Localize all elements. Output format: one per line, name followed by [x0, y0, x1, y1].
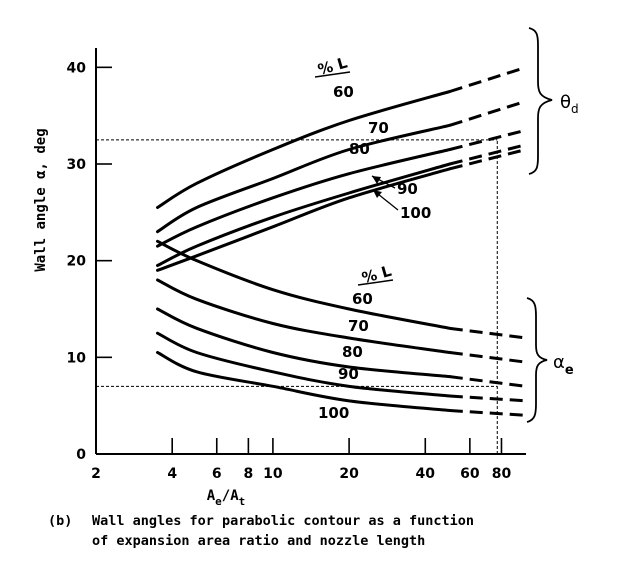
- alpha-label-100: 100: [318, 404, 349, 422]
- leader-100-arrowhead: [373, 190, 382, 198]
- theta-d-curve-100-extension: [449, 148, 527, 171]
- x-tick-label: 80: [492, 466, 512, 482]
- theta-label-60: 60: [333, 83, 354, 101]
- x-axis-title: Ae/At: [207, 488, 246, 508]
- alpha-e-curve-90-extension: [449, 394, 527, 403]
- theta-d-label: θd: [560, 92, 579, 116]
- x-tick-label: 40: [416, 466, 436, 482]
- y-axis-title: Wall angle α, deg: [33, 128, 49, 271]
- x-tick-label: 60: [460, 466, 480, 482]
- theta-d-curve-80: [156, 148, 452, 248]
- alpha-e-curve-60-extension: [449, 326, 527, 340]
- y-tick-label: 0: [76, 447, 86, 463]
- alpha-e-curve-90: [156, 331, 452, 398]
- alpha-pct-l-underline: [357, 279, 394, 286]
- theta-d-curve-90-extension: [449, 143, 527, 166]
- alpha-e-curve-60: [156, 239, 452, 330]
- y-tick-label: 40: [67, 60, 87, 76]
- caption-line-2: of expansion area ratio and nozzle lengt…: [92, 533, 425, 549]
- theta-d-curve-80-extension: [449, 128, 527, 151]
- alpha-e-brace: [526, 297, 548, 423]
- alpha-label-90: 90: [338, 365, 359, 383]
- y-tick-label: 10: [67, 350, 87, 366]
- x-tick-label: 8: [244, 466, 254, 482]
- leader-90-arrowhead: [372, 176, 381, 184]
- x-tick-label: 6: [212, 466, 222, 482]
- alpha-e-curve-100: [156, 351, 452, 412]
- theta-d-curve-60: [156, 90, 452, 209]
- caption-line-1: Wall angles for parabolic contour as a f…: [92, 513, 474, 529]
- theta-label-100: 100: [400, 204, 431, 222]
- theta-d-curve-60-extension: [449, 65, 527, 93]
- axes: 2 4 6 8 10 20 40 60 80 0 10 20 30 40: [67, 48, 526, 482]
- x-tick-label: 4: [167, 466, 177, 482]
- x-tick-label: 2: [91, 466, 101, 482]
- theta-d-curve-70: [156, 123, 452, 234]
- alpha-label-70: 70: [348, 317, 369, 335]
- y-tick-label: 30: [67, 157, 87, 173]
- x-tick-label: 20: [339, 466, 359, 482]
- y-tick-label: 20: [67, 254, 87, 270]
- x-tick-label: 10: [263, 466, 283, 482]
- alpha-e-label: αe: [553, 352, 574, 378]
- theta-label-80: 80: [349, 140, 370, 158]
- curves: [156, 65, 527, 417]
- theta-label-70: 70: [368, 119, 389, 137]
- alpha-label-80: 80: [342, 343, 363, 361]
- caption-tag: (b): [48, 513, 72, 529]
- alpha-e-curve-80-extension: [449, 375, 527, 388]
- theta-label-90: 90: [397, 180, 418, 198]
- theta-d-curve-70-extension: [449, 99, 527, 127]
- alpha-e-curve-100-extension: [449, 409, 527, 417]
- theta-d-brace: [528, 27, 553, 175]
- theta-d-curve-90: [156, 162, 452, 267]
- alpha-e-curve-80: [156, 307, 452, 379]
- alpha-e-curve-70: [156, 278, 452, 354]
- alpha-e-curve-70-extension: [449, 351, 527, 364]
- alpha-label-60: 60: [352, 290, 373, 308]
- theta-pct-l-underline: [314, 71, 351, 78]
